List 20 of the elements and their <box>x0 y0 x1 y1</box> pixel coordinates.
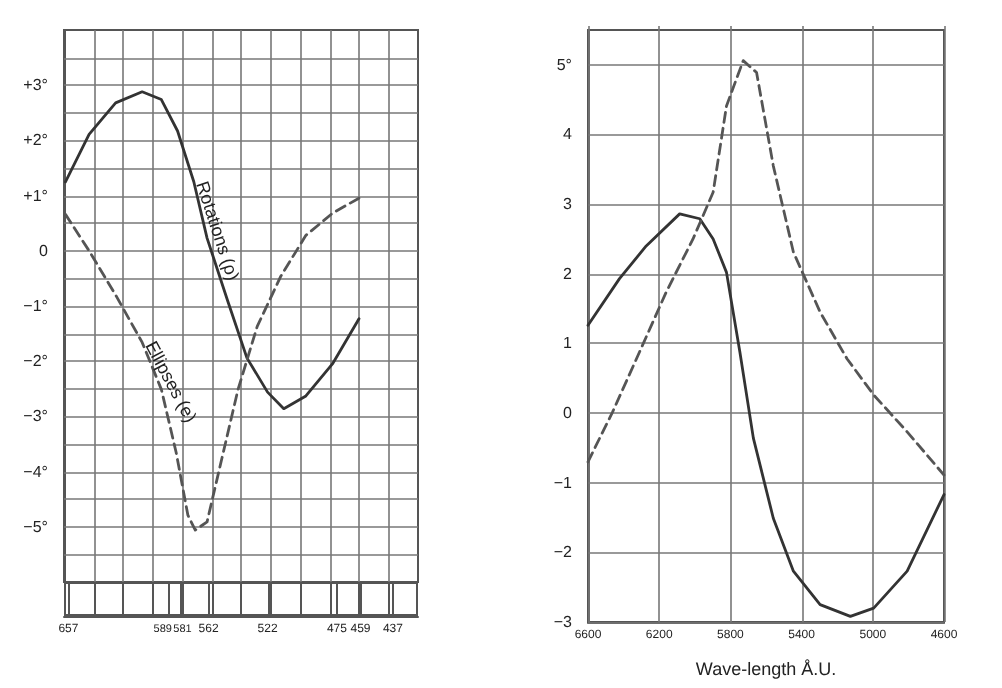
y-tick-label: 3 <box>563 195 574 214</box>
y-tick-label: 4 <box>563 125 574 144</box>
y-tick-label: −1° <box>23 297 48 315</box>
y-tick-label: 1 <box>563 334 574 353</box>
line-series <box>586 212 946 618</box>
y-tick-label: 2 <box>563 264 574 283</box>
y-tick-label: −5° <box>23 517 48 536</box>
y-tick-label: 0 <box>563 404 574 423</box>
x-axis-title: Wave-length Å.U. <box>695 659 837 679</box>
y-tick-label: −3 <box>553 613 574 631</box>
y-tick-label: 0 <box>39 241 50 260</box>
y-tick-label: +3° <box>23 76 48 95</box>
y-tick-label: −2° <box>23 352 48 371</box>
y-tick-label: +2° <box>23 131 48 150</box>
y-tick-label: −3° <box>23 407 48 426</box>
y-tick-label: +1° <box>23 186 48 205</box>
y-tick-label: −4° <box>23 462 48 481</box>
y-tick-label: −1 <box>553 473 574 492</box>
y-tick-label: −2 <box>553 543 574 562</box>
y-tick-label: 5° <box>556 55 572 74</box>
